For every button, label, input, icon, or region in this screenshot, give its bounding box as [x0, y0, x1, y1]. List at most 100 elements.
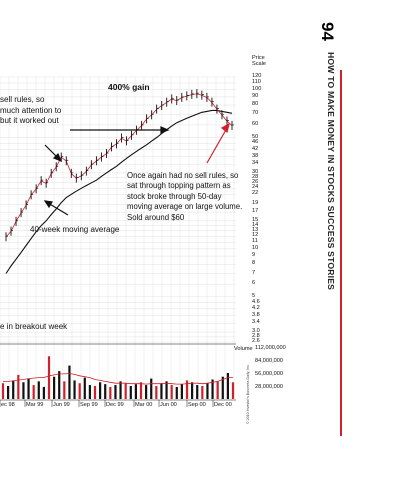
volume-bar — [206, 383, 209, 399]
stock-chart: ec 98 Mar 99 Jun 99 Sep 99 Dec 99 Mar 00 Jun 0… — [0, 55, 236, 425]
price-tick-label: 24 — [252, 184, 259, 191]
price-tick-label: 4.2 — [252, 304, 260, 311]
price-tick-label: 22 — [252, 190, 259, 197]
volume-bar — [165, 381, 168, 399]
volume-bar — [53, 376, 56, 399]
price-tick-label: 5 — [252, 292, 256, 299]
price-tick-label: 3.4 — [252, 319, 260, 326]
volume-bar — [160, 383, 163, 399]
volume-tick-label: 56,000,000 — [255, 371, 283, 377]
red-arrow — [206, 122, 230, 164]
price-tick-label: 19 — [252, 200, 259, 207]
volume-bars — [1, 356, 235, 399]
price-tick-label: 4.6 — [252, 298, 260, 305]
volume-bar — [201, 386, 204, 399]
volume-bar — [175, 386, 178, 399]
red-rule — [340, 70, 342, 436]
price-tick-label: 9 — [252, 252, 256, 259]
price-tick-label: 6 — [252, 280, 256, 287]
price-tick-label: 10 — [252, 244, 259, 251]
price-tick-label: 70 — [252, 110, 259, 117]
volume-bar — [109, 386, 112, 399]
volume-bar — [155, 386, 158, 399]
price-tick-label: 3.0 — [252, 328, 260, 335]
volume-bar — [22, 382, 25, 399]
price-scale-header: Price — [252, 55, 265, 61]
volume-bar — [7, 386, 10, 399]
x-axis-label: Dec 00 — [214, 402, 232, 408]
right-note-line: moving average on large volume. — [127, 202, 243, 212]
price-tick-label: 110 — [252, 79, 261, 86]
left-note: sell rules, so much attention to but it … — [0, 95, 61, 127]
right-note-line: stock broke through 50-day — [127, 191, 222, 201]
volume-bar — [185, 380, 189, 399]
x-axis-label: Jun 00 — [160, 402, 177, 408]
volume-bar — [124, 383, 127, 399]
volume-bar — [180, 384, 183, 399]
volume-bar — [78, 383, 81, 399]
right-note: Once again had no sell rules, so sat thr… — [127, 171, 242, 223]
price-tick-label: 8 — [252, 260, 256, 267]
price-tick-label: 12 — [252, 232, 259, 239]
volume-bar — [68, 365, 71, 399]
left-note-line: much attention to — [0, 105, 62, 115]
price-tick-label: 11 — [252, 238, 258, 245]
volume-bar — [73, 380, 76, 399]
price-tick-label: 34 — [252, 160, 259, 167]
price-tick-label: 50 — [252, 133, 259, 140]
volume-bar — [58, 371, 61, 399]
price-tick-label: 80 — [252, 101, 259, 108]
volume-bar — [88, 385, 91, 399]
volume-bar — [42, 386, 45, 399]
price-tick-label: 13 — [252, 226, 259, 233]
volume-bar — [83, 377, 86, 399]
x-axis-label: Sep 99 — [80, 402, 98, 408]
right-note-line: Sold around $60 — [127, 212, 185, 222]
x-axis-label: Sep 00 — [188, 402, 206, 408]
x-axis-label: Mar 99 — [26, 402, 43, 408]
price-tick-label: 120 — [252, 73, 262, 79]
volume-bar — [145, 385, 148, 399]
volume-bar — [47, 356, 51, 399]
volume-bar — [216, 381, 219, 399]
chart-grid — [0, 76, 236, 399]
breakout-note: e in breakout week — [0, 322, 68, 331]
x-axis-labels: ec 98 Mar 99 Jun 99 Sep 99 Dec 99 Mar 00 Jun 0… — [0, 400, 232, 408]
volume-bar — [104, 384, 107, 399]
price-tick-label: 42 — [252, 145, 259, 152]
x-axis-label: Mar 00 — [135, 402, 152, 408]
price-red-line — [5, 93, 233, 238]
volume-bar — [196, 385, 199, 399]
price-tick-label: 28 — [252, 173, 259, 180]
volume-bar — [119, 381, 122, 399]
price-tick-label: 14 — [252, 221, 259, 228]
volume-bar — [1, 383, 5, 399]
right-note-line: Once again had no sell rules, so — [127, 171, 239, 180]
left-note-line: but it worked out — [0, 116, 59, 126]
volume-bar — [27, 378, 30, 399]
volume-bar — [17, 374, 20, 399]
volume-bar — [12, 380, 15, 399]
volume-bar — [170, 385, 173, 399]
volume-tick-label: 84,000,000 — [255, 358, 283, 364]
price-bars — [5, 89, 234, 242]
volume-bar — [150, 378, 153, 399]
x-axis-label: ec 98 — [1, 402, 15, 408]
left-note-line: sell rules, so — [0, 95, 45, 104]
volume-bar — [99, 382, 102, 399]
price-tick-label: 7 — [252, 269, 256, 276]
volume-bar — [231, 382, 235, 399]
gain-label: 400% gain — [108, 82, 150, 92]
annotation-arrows — [43, 126, 170, 216]
moving-average-line — [5, 109, 233, 274]
price-tick-label: 26 — [252, 178, 259, 185]
volume-bar — [139, 382, 143, 399]
volume-bar — [221, 376, 224, 399]
volume-header: Volume — [234, 346, 253, 352]
price-tick-label: 3.8 — [252, 311, 260, 318]
volume-bar — [191, 382, 194, 399]
price-tick-label: 100 — [252, 85, 262, 92]
volume-bar — [134, 384, 137, 399]
volume-bar — [93, 386, 97, 399]
price-tick-label: 17 — [252, 208, 259, 215]
